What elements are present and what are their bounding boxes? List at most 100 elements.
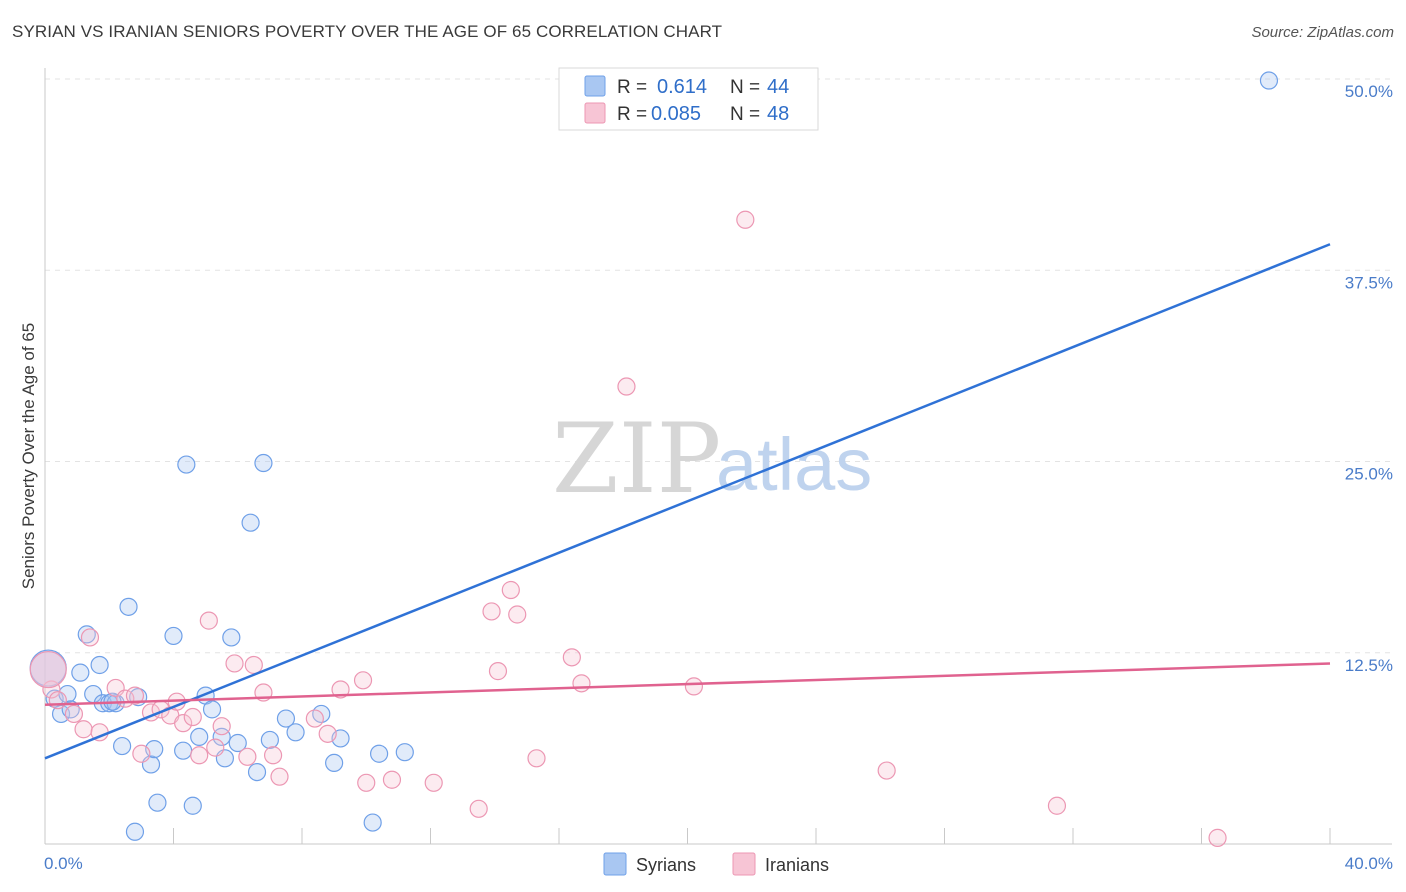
bottom-legend-iranians: Iranians [765,855,829,875]
bottom-legend: Syrians Iranians [603,852,829,876]
syrian-point-32 [254,453,273,473]
axes [44,68,1392,845]
x-tick-min: 0.0% [44,854,83,873]
legend-box: R = 0.614 N = 44 R = 0.085 N = 48 [558,67,819,131]
iranian-point-1 [48,691,67,710]
chart-title: SYRIAN VS IRANIAN SENIORS POVERTY OVER T… [12,22,723,41]
iranian-point-25 [270,767,289,786]
iranian-point-38 [527,749,546,768]
legend-r-value-1: 0.085 [651,103,701,125]
iranian-point-15 [183,707,202,727]
legend-n-label-0: N = [730,77,760,98]
iranian-point-9 [132,744,151,763]
trend-lines [44,243,1331,760]
syrian-point-20 [174,741,193,760]
iranian-point-26 [305,709,324,728]
iranian-point-20 [225,654,244,673]
legend-n-value-1: 48 [767,103,789,125]
legend-swatch-syrians [584,75,606,97]
gridlines [45,78,1392,654]
syrian-point-12 [112,736,132,756]
syrian-point-28 [222,628,241,647]
iranian-point-2 [64,704,84,724]
iranian-point-35 [488,662,508,681]
iranian-point-43 [736,210,755,229]
syrian-point-39 [363,813,382,832]
bottom-legend-swatch-iranians [732,852,756,876]
y-tick-labels: 12.5% 25.0% 37.5% 50.0% [1345,82,1393,675]
syrian-point-14 [125,822,145,841]
iranian-point-42 [684,677,704,696]
iranian-point-16 [190,746,209,765]
iranian-point-14 [174,714,193,733]
y-tick-label-1: 25.0% [1345,465,1393,484]
syrian-point-34 [276,709,296,728]
syrian-point-29 [228,733,247,753]
iranian-point-37 [508,605,527,624]
syrian-point-30 [241,513,260,532]
syrian-point-26 [212,727,231,747]
legend-r-label-1: R = [617,104,647,125]
syrian-point-18 [148,793,167,812]
syrian-point-19 [164,626,183,646]
legend-n-value-0: 44 [767,76,789,98]
syrian-point-8 [90,655,109,675]
syrian-point-31 [247,762,267,782]
watermark-zip: ZIP [552,403,721,515]
y-tick-label-2: 37.5% [1345,273,1393,292]
syrian-point-35 [286,723,305,742]
y-tick-label-3: 50.0% [1345,82,1393,101]
legend-r-value-0: 0.614 [657,76,707,98]
syrian-point-23 [190,727,209,747]
syrian-point-6 [77,625,96,644]
iranian-point-3 [74,720,93,739]
iranian-point-47 [29,650,67,689]
syrian-point-41 [395,743,414,762]
syrian-point-25 [202,700,222,719]
iranian-trend-line [44,662,1331,707]
syrian-point-21 [177,455,196,474]
legend-n-label-1: N = [730,104,760,125]
iranian-point-4 [80,628,100,647]
watermark: ZIP atlas [552,403,872,515]
x-tick-max: 40.0% [1345,854,1393,873]
syrian-point-40 [370,744,389,763]
y-axis-label: Seniors Poverty Over the Age of 65 [19,323,38,589]
iranian-point-36 [501,580,520,600]
iranian-point-24 [263,746,283,765]
iranian-point-17 [199,611,218,630]
iranian-point-22 [244,655,263,675]
iranian-point-18 [206,738,225,757]
iranian-point-21 [238,747,257,766]
syrian-point-33 [260,730,279,750]
source-label: Source: ZipAtlas.com [1251,24,1394,41]
syrian-point-37 [325,753,344,773]
iranian-point-45 [1047,796,1067,815]
y-tick-label-0: 12.5% [1345,656,1393,675]
syrian-point-42 [1259,71,1279,90]
iranian-point-32 [424,773,443,792]
iranian-point-44 [877,761,896,780]
bottom-legend-swatch-syrians [603,852,627,876]
bottom-legend-syrians: Syrians [636,855,696,875]
iranian-point-34 [482,602,501,621]
iranian-point-30 [357,773,376,792]
iranian-point-8 [125,686,145,705]
legend-r-label-0: R = [617,77,647,98]
legend-swatch-iranians [584,102,606,124]
iranian-point-27 [318,724,337,743]
iranian-point-29 [353,671,373,690]
iranian-point-19 [212,717,231,736]
syrian-point-36 [312,704,331,724]
iranian-point-41 [617,377,636,396]
syrian-point-22 [183,796,202,815]
iranian-point-39 [562,648,581,667]
iranian-point-31 [382,770,402,789]
syrian-trend-line [44,243,1331,760]
iranian-point-40 [572,674,591,693]
syrian-point-13 [119,597,138,616]
syrian-point-5 [71,663,90,682]
iranian-point-46 [1208,828,1227,847]
iranian-point-28 [331,680,350,699]
